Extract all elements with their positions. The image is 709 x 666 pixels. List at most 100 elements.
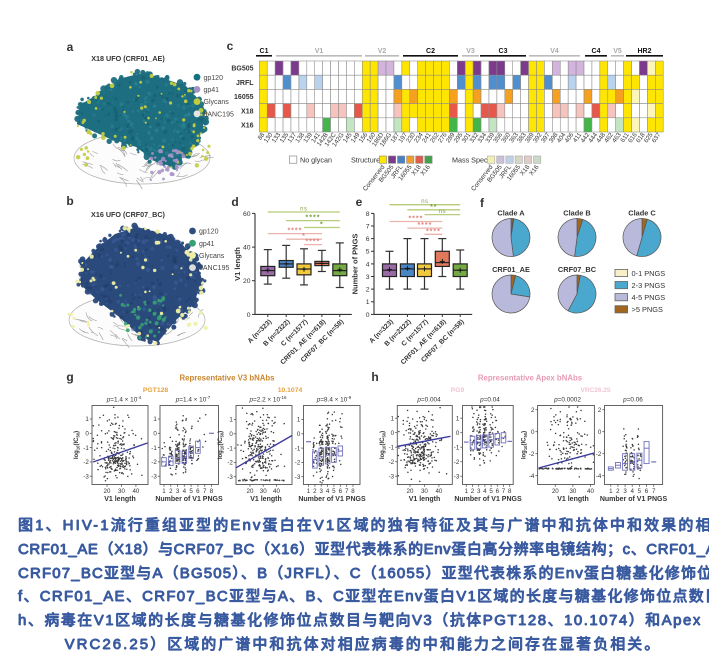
svg-text:log10(IC50): log10(IC50) — [74, 431, 81, 459]
svg-text:f: f — [480, 196, 485, 210]
svg-text:-2: -2 — [227, 460, 233, 467]
svg-text:20: 20 — [552, 488, 559, 495]
svg-text:0-1 PNGS: 0-1 PNGS — [632, 269, 666, 278]
svg-text:1: 1 — [366, 299, 370, 306]
svg-text:-2: -2 — [151, 459, 157, 466]
svg-text:Clade A: Clade A — [497, 209, 525, 218]
svg-text:0: 0 — [229, 431, 233, 438]
svg-text:1: 1 — [162, 488, 166, 495]
svg-text:40: 40 — [587, 488, 594, 495]
svg-text:2: 2 — [616, 488, 620, 495]
svg-text:C3: C3 — [499, 48, 508, 55]
svg-text:h: h — [371, 370, 378, 384]
svg-text:log10(IC50): log10(IC50) — [218, 431, 225, 459]
svg-text:C2: C2 — [426, 48, 435, 55]
svg-text:VRC26.25: VRC26.25 — [581, 387, 611, 394]
svg-text:20: 20 — [407, 488, 414, 495]
svg-text:1: 1 — [307, 488, 311, 495]
svg-text:d: d — [231, 195, 238, 209]
svg-text:X18 UFO (CRF01_AE): X18 UFO (CRF01_AE) — [91, 54, 165, 63]
svg-text:7: 7 — [345, 488, 349, 495]
svg-text:p=8.4 × 10-9: p=8.4 × 10-9 — [316, 395, 352, 404]
svg-text:0: 0 — [598, 429, 602, 436]
svg-text:6: 6 — [496, 488, 500, 495]
svg-text:3: 3 — [623, 488, 627, 495]
svg-text:5: 5 — [189, 488, 193, 495]
svg-text:8: 8 — [351, 488, 355, 495]
svg-text:40: 40 — [132, 488, 139, 495]
svg-text:1: 1 — [229, 417, 233, 424]
svg-text:0: 0 — [153, 431, 157, 438]
svg-text:log10(IC50): log10(IC50) — [522, 431, 529, 459]
svg-text:1: 1 — [391, 415, 395, 422]
svg-text:4: 4 — [630, 488, 634, 495]
svg-text:1: 1 — [85, 416, 89, 423]
svg-text:HR2: HR2 — [637, 48, 651, 55]
svg-text:30: 30 — [260, 488, 267, 495]
svg-text:40: 40 — [435, 488, 442, 495]
svg-text:-1: -1 — [151, 445, 157, 452]
svg-text:PGT128: PGT128 — [143, 387, 169, 394]
svg-text:V1 length: V1 length — [250, 496, 282, 503]
svg-text:V5: V5 — [613, 48, 622, 55]
svg-text:gp41: gp41 — [204, 87, 220, 94]
svg-text:-4: -4 — [529, 473, 535, 480]
svg-text:Mass Spec: Mass Spec — [452, 156, 488, 165]
svg-text:4: 4 — [366, 261, 370, 268]
svg-text:60: 60 — [243, 211, 251, 218]
svg-text:0: 0 — [297, 431, 301, 438]
svg-text:>5 PNGS: >5 PNGS — [632, 305, 663, 314]
svg-text:CRF01_AE: CRF01_AE — [492, 265, 530, 274]
svg-text:V2: V2 — [378, 48, 387, 55]
svg-text:1: 1 — [297, 417, 301, 424]
svg-text:4: 4 — [483, 488, 487, 495]
svg-text:****: **** — [287, 228, 302, 235]
svg-text:8: 8 — [366, 211, 370, 218]
svg-text:BG505: BG505 — [231, 66, 253, 73]
svg-text:5: 5 — [638, 488, 642, 495]
svg-text:V4: V4 — [550, 48, 559, 55]
svg-text:C1: C1 — [260, 48, 269, 55]
svg-text:-1: -1 — [295, 445, 301, 452]
svg-text:2: 2 — [471, 488, 475, 495]
svg-text:ns: ns — [300, 207, 307, 213]
svg-text:20: 20 — [104, 488, 111, 495]
svg-text:****: **** — [408, 216, 423, 223]
svg-text:7: 7 — [502, 488, 506, 495]
svg-text:88: 88 — [257, 131, 267, 141]
svg-text:*: * — [302, 233, 306, 240]
svg-text:p=0.0002: p=0.0002 — [553, 397, 581, 404]
svg-text:-3: -3 — [295, 474, 301, 481]
svg-text:-3: -3 — [454, 473, 460, 480]
svg-text:1: 1 — [609, 488, 613, 495]
svg-text:JRFL: JRFL — [236, 80, 254, 87]
svg-text:V1 length: V1 length — [557, 496, 589, 503]
svg-text:8ANC195: 8ANC195 — [199, 265, 229, 272]
svg-text:c: c — [227, 39, 234, 53]
svg-text:20: 20 — [247, 488, 254, 495]
svg-text:4-5 PNGS: 4-5 PNGS — [632, 293, 666, 302]
svg-text:2-3 PNGS: 2-3 PNGS — [632, 281, 666, 290]
svg-text:V1 length: V1 length — [409, 496, 441, 503]
svg-text:V1 length: V1 length — [104, 496, 136, 503]
svg-text:-2: -2 — [596, 451, 602, 458]
svg-text:b: b — [66, 194, 73, 208]
svg-text:X18: X18 — [241, 108, 254, 115]
svg-text:20: 20 — [243, 278, 251, 285]
svg-text:Number of PNGS: Number of PNGS — [351, 234, 360, 295]
svg-text:-3: -3 — [227, 474, 233, 481]
svg-text:g: g — [66, 370, 73, 384]
svg-text:****: **** — [426, 228, 441, 235]
svg-text:16055: 16055 — [234, 94, 254, 101]
svg-text:****: **** — [305, 239, 320, 246]
svg-text:0: 0 — [391, 430, 395, 437]
svg-text:40: 40 — [243, 245, 251, 252]
svg-text:4: 4 — [183, 488, 187, 495]
svg-text:6: 6 — [645, 488, 649, 495]
svg-text:611: 611 — [619, 131, 631, 144]
svg-text:5: 5 — [489, 488, 493, 495]
svg-text:e: e — [356, 195, 363, 209]
svg-text:V1 length: V1 length — [233, 247, 242, 281]
svg-text:No glycan: No glycan — [300, 156, 332, 165]
svg-text:****: **** — [417, 222, 432, 229]
